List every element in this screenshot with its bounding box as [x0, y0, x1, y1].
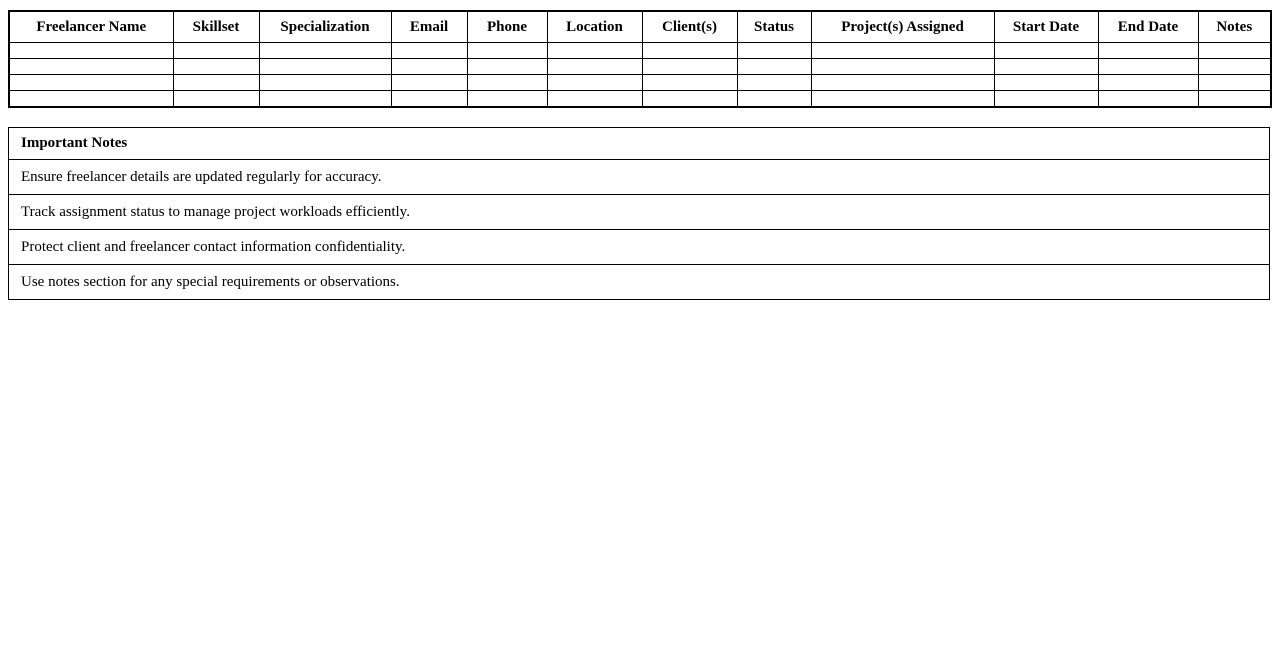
- column-header-email: Email: [390, 10, 468, 43]
- empty-cell: [1197, 90, 1272, 108]
- empty-cell: [258, 58, 392, 75]
- freelancer-tracker-table: Freelancer Name Skillset Specialization Ema…: [8, 10, 1272, 108]
- empty-cell: [466, 90, 548, 108]
- empty-cell: [390, 74, 468, 91]
- empty-cell: [641, 90, 738, 108]
- empty-cell: [258, 74, 392, 91]
- empty-cell: [8, 90, 174, 108]
- empty-cell: [258, 42, 392, 59]
- column-header-notes: Notes: [1197, 10, 1272, 43]
- column-header-status: Status: [736, 10, 812, 43]
- empty-cell: [546, 42, 643, 59]
- empty-cell: [810, 90, 995, 108]
- freelancer-table-body: [8, 42, 1272, 108]
- empty-cell: [390, 58, 468, 75]
- empty-cell: [390, 90, 468, 108]
- empty-cell: [546, 90, 643, 108]
- empty-cell: [736, 90, 812, 108]
- empty-cell: [8, 42, 174, 59]
- note-row: Protect client and freelancer contact in…: [8, 229, 1270, 265]
- notes-title-row: Important Notes: [8, 127, 1270, 160]
- empty-cell: [810, 58, 995, 75]
- empty-cell: [466, 42, 548, 59]
- notes-section-title: Important Notes: [8, 127, 1270, 160]
- empty-cell: [993, 90, 1099, 108]
- note-row: Track assignment status to manage projec…: [8, 194, 1270, 230]
- empty-cell: [8, 58, 174, 75]
- empty-cell: [172, 42, 260, 59]
- column-header-project-s-assigned: Project(s) Assigned: [810, 10, 995, 43]
- note-text: Use notes section for any special requir…: [8, 264, 1270, 300]
- note-row: Use notes section for any special requir…: [8, 264, 1270, 300]
- empty-cell: [172, 90, 260, 108]
- column-header-location: Location: [546, 10, 643, 43]
- column-header-freelancer-name: Freelancer Name: [8, 10, 174, 43]
- note-text: Protect client and freelancer contact in…: [8, 229, 1270, 265]
- empty-cell: [1097, 42, 1199, 59]
- table-row: [8, 58, 1272, 75]
- empty-cell: [1197, 58, 1272, 75]
- empty-cell: [993, 74, 1099, 91]
- empty-cell: [172, 74, 260, 91]
- empty-cell: [810, 42, 995, 59]
- empty-cell: [466, 74, 548, 91]
- empty-cell: [736, 58, 812, 75]
- table-row: [8, 74, 1272, 91]
- empty-cell: [736, 74, 812, 91]
- notes-table-body: Ensure freelancer details are updated re…: [8, 159, 1270, 300]
- column-header-end-date: End Date: [1097, 10, 1199, 43]
- empty-cell: [258, 90, 392, 108]
- note-row: Ensure freelancer details are updated re…: [8, 159, 1270, 195]
- empty-cell: [1097, 58, 1199, 75]
- empty-cell: [810, 74, 995, 91]
- empty-cell: [641, 74, 738, 91]
- note-text: Track assignment status to manage projec…: [8, 194, 1270, 230]
- empty-cell: [390, 42, 468, 59]
- empty-cell: [172, 58, 260, 75]
- empty-cell: [546, 58, 643, 75]
- empty-cell: [466, 58, 548, 75]
- empty-cell: [1197, 42, 1272, 59]
- empty-cell: [1097, 90, 1199, 108]
- empty-cell: [546, 74, 643, 91]
- freelancer-header-row: Freelancer Name Skillset Specialization Ema…: [8, 10, 1272, 43]
- table-row: [8, 42, 1272, 59]
- empty-cell: [641, 42, 738, 59]
- column-header-phone: Phone: [466, 10, 548, 43]
- column-header-client-s: Client(s): [641, 10, 738, 43]
- empty-cell: [736, 42, 812, 59]
- empty-cell: [641, 58, 738, 75]
- column-header-start-date: Start Date: [993, 10, 1099, 43]
- empty-cell: [993, 58, 1099, 75]
- column-header-skillset: Skillset: [172, 10, 260, 43]
- column-header-specialization: Specialization: [258, 10, 392, 43]
- empty-cell: [993, 42, 1099, 59]
- table-row: [8, 90, 1272, 108]
- empty-cell: [1197, 74, 1272, 91]
- empty-cell: [8, 74, 174, 91]
- empty-cell: [1097, 74, 1199, 91]
- note-text: Ensure freelancer details are updated re…: [8, 159, 1270, 195]
- important-notes-table: Important Notes Ensure freelancer detail…: [8, 127, 1270, 300]
